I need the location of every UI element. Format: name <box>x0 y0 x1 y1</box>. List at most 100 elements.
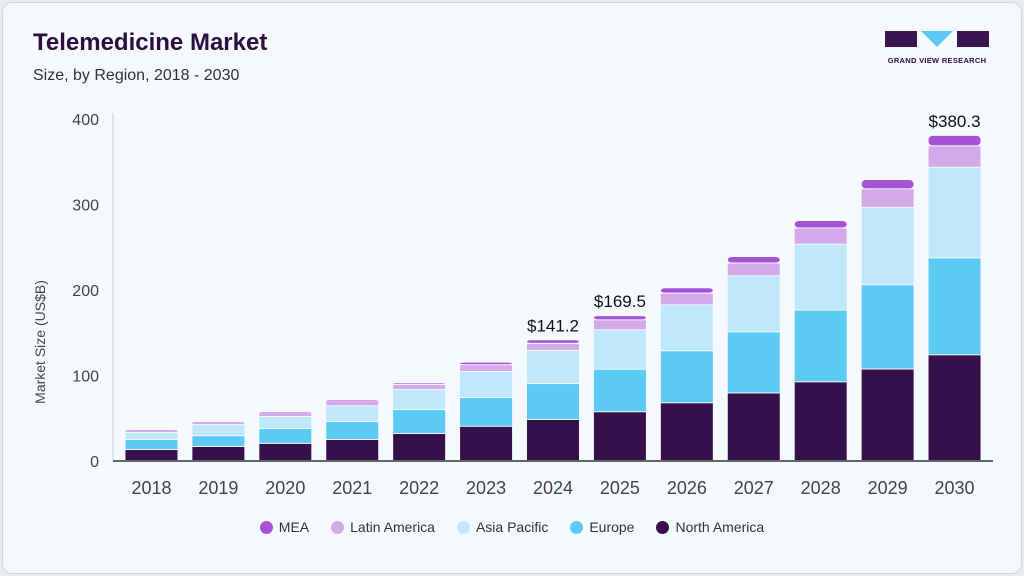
bar-segment-latin-america <box>460 365 513 372</box>
bar-segment-asia-pacific <box>326 406 379 422</box>
x-tick-label: 2026 <box>667 478 707 498</box>
legend-item: MEA <box>259 519 309 535</box>
y-axis-label: Market Size (US$B) <box>32 280 48 404</box>
bar-segment-north-america <box>660 403 713 460</box>
bar-segment-asia-pacific <box>192 425 245 436</box>
bar-segment-mea <box>326 400 379 401</box>
bar-segment-asia-pacific <box>593 330 646 369</box>
bar-segment-mea <box>527 340 579 343</box>
bar-segment-mea <box>861 180 914 189</box>
bar-segment-north-america <box>928 355 981 460</box>
grand-view-research-logo: GRAND VIEW RESEARCH <box>885 29 989 65</box>
stacked-bar-chart: 0 100 200 300 400 Market Size (US$B) 2018 2019 2… <box>32 112 993 498</box>
bar-segment-latin-america <box>527 343 579 350</box>
bar-segment-asia-pacific <box>794 244 847 310</box>
bar-segment-mea <box>928 135 981 146</box>
legend-label: Europe <box>589 519 635 535</box>
bar-segment-asia-pacific <box>259 416 312 429</box>
bar-segment-europe <box>326 422 379 439</box>
bar-segment-mea <box>593 316 646 320</box>
chart-subtitle: Size, by Region, 2018 - 2030 <box>33 67 240 84</box>
bar-segment-latin-america <box>928 146 981 167</box>
logo-text: GRAND VIEW RESEARCH <box>887 56 987 65</box>
bar-segment-latin-america <box>393 384 446 390</box>
bar-segment-asia-pacific <box>393 390 446 410</box>
legend-dot-icon <box>656 520 670 534</box>
x-tick-label: 2019 <box>198 478 238 498</box>
bar-segment-north-america <box>259 443 312 460</box>
bar-segment-asia-pacific <box>928 167 981 258</box>
bar-segment-north-america <box>794 382 847 460</box>
bar-segment-north-america <box>192 446 245 460</box>
legend-dot-icon <box>259 520 273 534</box>
legend-label: Asia Pacific <box>475 519 549 535</box>
bar-segment-north-america <box>460 426 513 460</box>
bar-segment-asia-pacific <box>660 305 713 351</box>
y-tick-label: 300 <box>72 198 99 215</box>
bar-segment-europe <box>660 351 713 403</box>
x-tick-label: 2024 <box>533 478 573 498</box>
bar-segment-asia-pacific <box>727 276 780 332</box>
data-label: $169.5 <box>594 292 646 311</box>
bar-segment-europe <box>259 429 312 443</box>
bar-segment-latin-america <box>326 401 379 406</box>
bar-segment-mea <box>660 288 713 293</box>
bar-segment-mea <box>393 383 446 384</box>
bar-segment-latin-america <box>593 320 646 330</box>
legend-item: North America <box>656 519 764 535</box>
bar-segment-europe <box>460 397 513 426</box>
x-tick-label: 2018 <box>131 478 171 498</box>
legend: MEA Latin America Asia Pacific Europe North … <box>3 519 1021 535</box>
bar-segment-mea <box>192 422 245 423</box>
bar-segment-europe <box>727 332 780 393</box>
bar-segment-europe <box>192 436 245 446</box>
legend-dot-icon <box>456 520 470 534</box>
x-tick-label: 2030 <box>935 478 975 498</box>
x-tick-label: 2028 <box>801 478 841 498</box>
chart-title: Telemedicine Market <box>33 29 268 56</box>
y-tick-label: 100 <box>72 369 99 386</box>
bar-segment-mea <box>125 430 178 431</box>
bar-segment-asia-pacific <box>125 433 178 439</box>
bar-segment-asia-pacific <box>527 350 579 384</box>
bar-segment-asia-pacific <box>861 207 914 285</box>
y-tick-label: 0 <box>90 454 99 471</box>
x-tick-label: 2022 <box>399 478 439 498</box>
bar-segment-latin-america <box>727 263 780 276</box>
legend-dot-icon <box>331 520 345 534</box>
bar-segment-europe <box>593 369 646 412</box>
bar-segment-mea <box>727 256 780 263</box>
legend-label: Latin America <box>350 519 435 535</box>
bar-segment-europe <box>928 258 981 355</box>
bar-segment-latin-america <box>861 189 914 207</box>
bar-segment-europe <box>861 285 914 369</box>
bar-segment-europe <box>125 439 178 449</box>
bar-segment-latin-america <box>794 228 847 244</box>
legend-item: Latin America <box>331 519 435 535</box>
legend-label: North America <box>675 519 765 535</box>
bar-segment-latin-america <box>660 293 713 305</box>
bar-segment-mea <box>794 221 847 228</box>
bar-segment-north-america <box>527 419 579 460</box>
x-tick-label: 2027 <box>734 478 774 498</box>
legend-item: Asia Pacific <box>456 519 549 535</box>
x-tick-label: 2023 <box>466 478 506 498</box>
bar-segment-north-america <box>861 369 914 460</box>
bar-segment-latin-america <box>125 431 178 433</box>
bar-segment-mea <box>259 412 312 413</box>
y-tick-label: 200 <box>72 283 99 300</box>
bar-segment-asia-pacific <box>460 372 513 397</box>
bar-segment-latin-america <box>259 413 312 416</box>
x-tick-label: 2025 <box>600 478 640 498</box>
x-tick-label: 2021 <box>332 478 372 498</box>
bar-segment-europe <box>527 384 579 419</box>
data-label: $380.3 <box>929 112 981 131</box>
legend-dot-icon <box>570 520 584 534</box>
x-tick-label: 2029 <box>868 478 908 498</box>
bar-segment-latin-america <box>192 423 245 425</box>
bar-segment-north-america <box>593 412 646 460</box>
bar-segment-north-america <box>326 439 379 460</box>
bar-segment-mea <box>460 362 513 365</box>
bar-segment-north-america <box>727 393 780 460</box>
